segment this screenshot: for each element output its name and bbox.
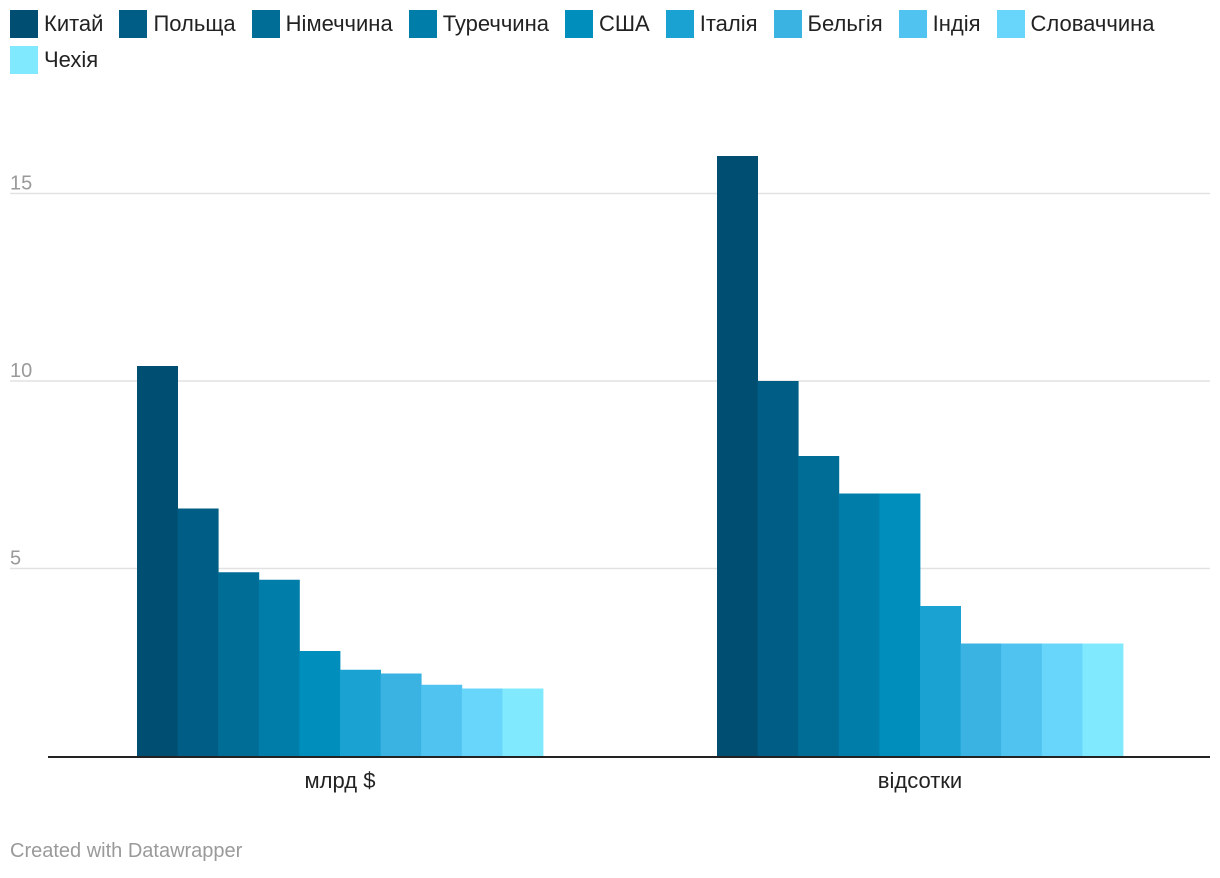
bar bbox=[258, 579, 300, 756]
bar bbox=[757, 381, 799, 756]
bar bbox=[340, 669, 381, 756]
bar bbox=[502, 688, 544, 756]
bar bbox=[380, 673, 422, 756]
bar bbox=[421, 684, 463, 756]
legend-swatch bbox=[564, 10, 593, 38]
legend-swatch bbox=[665, 10, 694, 38]
bar bbox=[137, 366, 178, 756]
bar bbox=[879, 493, 921, 756]
y-tick-label: 10 bbox=[10, 360, 32, 382]
legend-label: Німеччина bbox=[285, 11, 393, 36]
legend-label: США bbox=[598, 11, 650, 36]
y-tick-label: 5 bbox=[10, 548, 21, 570]
legend-swatch bbox=[898, 10, 927, 38]
legend-label: Італія bbox=[699, 11, 758, 36]
bar bbox=[1041, 643, 1083, 756]
legend-item: Польща bbox=[119, 10, 236, 38]
legend-swatch bbox=[773, 10, 802, 38]
legend-item: Чехія bbox=[10, 46, 98, 74]
legend-swatch bbox=[10, 10, 38, 38]
bar bbox=[920, 606, 961, 756]
credit-text: Created with Datawrapper bbox=[10, 840, 243, 862]
legend-label: Словаччина bbox=[1030, 11, 1155, 36]
legend-swatch bbox=[408, 10, 437, 38]
bar bbox=[838, 493, 880, 756]
bar bbox=[218, 572, 260, 756]
legend-label: Китай bbox=[44, 11, 104, 36]
x-category-label: відсотки bbox=[878, 768, 962, 793]
bar bbox=[461, 688, 503, 756]
bars-layer bbox=[137, 156, 1124, 756]
legend-swatch bbox=[996, 10, 1025, 38]
bar bbox=[798, 456, 840, 756]
legend-item: Італія bbox=[665, 10, 758, 38]
legend-swatch bbox=[251, 10, 280, 38]
y-tick-label: 15 bbox=[10, 173, 32, 195]
legend-item: США bbox=[564, 10, 650, 38]
bar bbox=[177, 508, 219, 756]
legend-label: Туреччина bbox=[442, 11, 549, 36]
axis-layer: млрд $ відсотки bbox=[48, 756, 1210, 793]
legend-item: Бельгія bbox=[773, 10, 883, 38]
legend: Китай Польща Німеччина Туреччина США Італія Бе… bbox=[10, 10, 1210, 74]
legend-item: Китай bbox=[10, 10, 103, 38]
legend-item: Німеччина bbox=[251, 10, 393, 38]
legend-label: Чехія bbox=[44, 47, 99, 72]
legend-item: Туреччина bbox=[408, 10, 549, 38]
bar bbox=[1001, 643, 1043, 756]
bar bbox=[717, 156, 758, 756]
legend-label: Бельгія bbox=[807, 11, 883, 36]
legend-label: Польща bbox=[153, 11, 236, 36]
x-category-label: млрд $ bbox=[305, 768, 376, 793]
legend-swatch bbox=[119, 10, 148, 38]
bar bbox=[1082, 643, 1124, 756]
bar bbox=[299, 651, 341, 756]
legend-swatch bbox=[10, 46, 38, 74]
bar bbox=[960, 643, 1002, 756]
legend-item: Індія bbox=[898, 10, 981, 38]
legend-label: Індія bbox=[932, 11, 981, 36]
legend-item: Словаччина bbox=[996, 10, 1155, 38]
